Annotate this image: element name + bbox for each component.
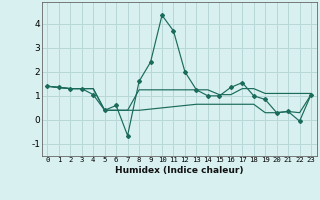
X-axis label: Humidex (Indice chaleur): Humidex (Indice chaleur) <box>115 166 244 175</box>
